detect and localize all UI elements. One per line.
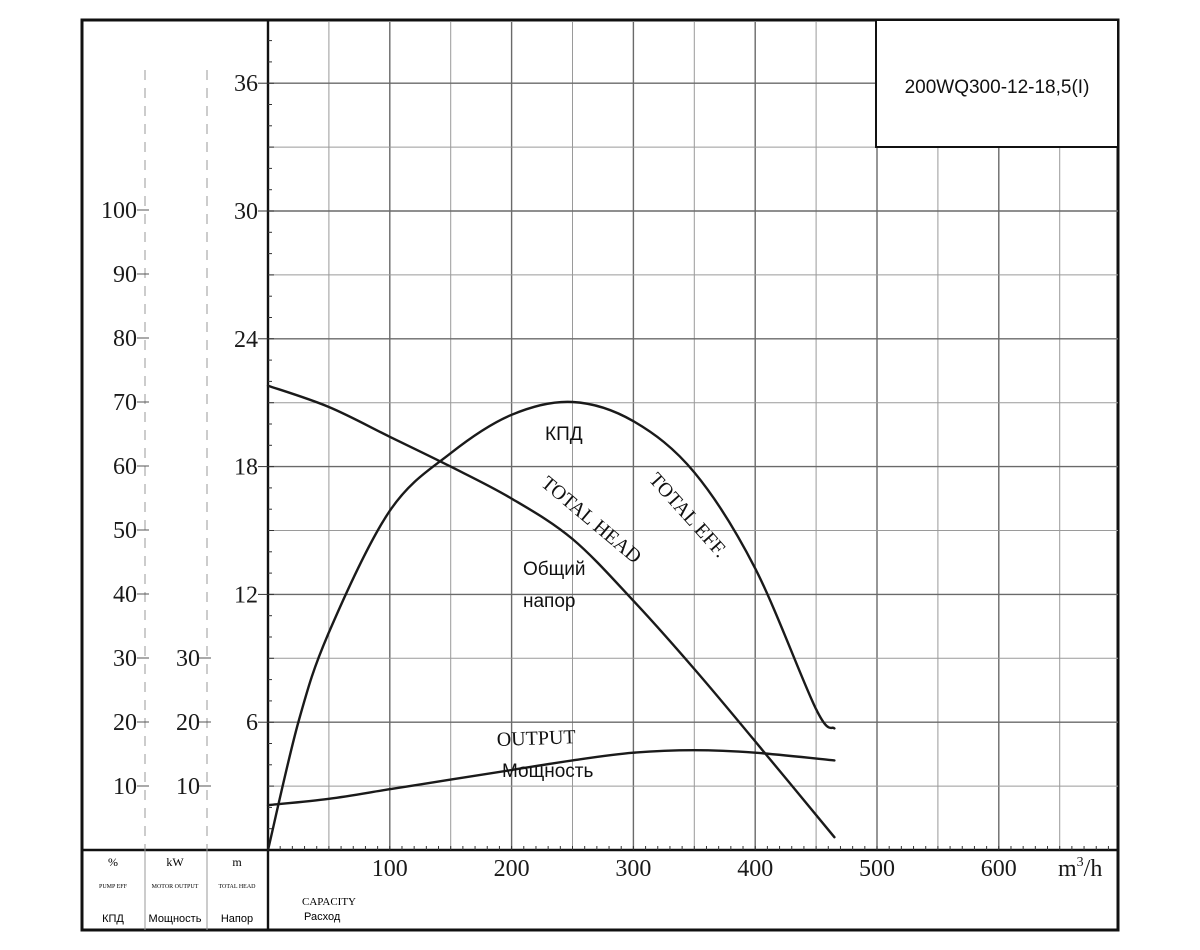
outer-border xyxy=(80,18,1120,932)
labels: 200WQ300-12-18,5(I) КПД TOTAL EFF.TOTAL HE… xyxy=(496,19,1119,782)
head-curve-label-en: TOTAL HEAD xyxy=(537,472,646,568)
power-tick-label: 30 xyxy=(176,646,200,672)
total-eff-curve xyxy=(266,400,836,852)
efficiency-axis-name-ru: КПД xyxy=(102,913,124,925)
x-axis-unit-label: m3/h xyxy=(1058,855,1102,882)
power-unit-label: kW xyxy=(166,855,184,869)
chart-title: 200WQ300-12-18,5(I) xyxy=(905,77,1090,98)
efficiency-tick-label: 20 xyxy=(113,710,137,736)
axes: 6 12 18 24 30 36 10 20 30 40 50 60 70 80 90 100 10 20 30 10… xyxy=(82,20,1118,930)
head-curve-label-ru-line2: напор xyxy=(523,591,575,612)
power-tick-label: 10 xyxy=(176,774,200,800)
grid xyxy=(268,22,1118,850)
output-curve xyxy=(266,748,836,807)
output-curve-label-en: OUTPUT xyxy=(496,726,576,751)
power-tick-label: 20 xyxy=(176,710,200,736)
efficiency-tick-label: 90 xyxy=(113,262,137,288)
efficiency-axis-name-en: PUMP EFF xyxy=(99,884,128,890)
efficiency-tick-label: 50 xyxy=(113,518,137,544)
x-tick-label: 500 xyxy=(859,856,895,882)
chart-frame xyxy=(80,18,1120,932)
x-axis-name-en: CAPACITY xyxy=(302,896,356,908)
efficiency-tick-label: 40 xyxy=(113,582,137,608)
x-tick-label: 300 xyxy=(615,856,651,882)
x-axis-name-ru: Расход xyxy=(304,911,341,923)
efficiency-tick-label: 80 xyxy=(113,326,137,352)
efficiency-tick-label: 30 xyxy=(113,646,137,672)
head-tick-label: 6 xyxy=(246,710,258,736)
efficiency-tick-label: 10 xyxy=(113,774,137,800)
head-axis-name-en: TOTAL HEAD xyxy=(218,884,256,890)
x-tick-label: 100 xyxy=(372,856,408,882)
eff-curve-label-ru: КПД xyxy=(545,424,583,445)
total-head-curve xyxy=(266,384,836,839)
head-tick-label: 30 xyxy=(234,199,258,225)
efficiency-tick-label: 70 xyxy=(113,390,137,416)
efficiency-unit-label: % xyxy=(108,855,118,869)
efficiency-tick-label: 100 xyxy=(101,198,137,224)
x-tick-label: 600 xyxy=(981,856,1017,882)
head-curve-label-ru-line1: Общий xyxy=(523,559,586,580)
head-tick-label: 24 xyxy=(234,327,258,353)
title-box xyxy=(875,19,1119,148)
power-axis-name-en: MOTOR OUTPUT xyxy=(152,884,199,890)
power-axis-name-ru: Мощность xyxy=(149,913,202,925)
head-tick-label: 18 xyxy=(234,455,258,481)
head-unit-label: m xyxy=(232,855,242,869)
head-tick-label: 12 xyxy=(234,582,258,608)
eff-curve-label-en: TOTAL EFF. xyxy=(644,469,731,562)
head-tick-label: 36 xyxy=(234,71,258,97)
x-tick-label: 200 xyxy=(494,856,530,882)
x-tick-label: 400 xyxy=(737,856,773,882)
efficiency-tick-label: 60 xyxy=(113,454,137,480)
head-axis-name-ru: Напор xyxy=(221,913,253,925)
output-curve-label-ru: Мощность xyxy=(502,761,594,782)
curves xyxy=(266,384,836,852)
